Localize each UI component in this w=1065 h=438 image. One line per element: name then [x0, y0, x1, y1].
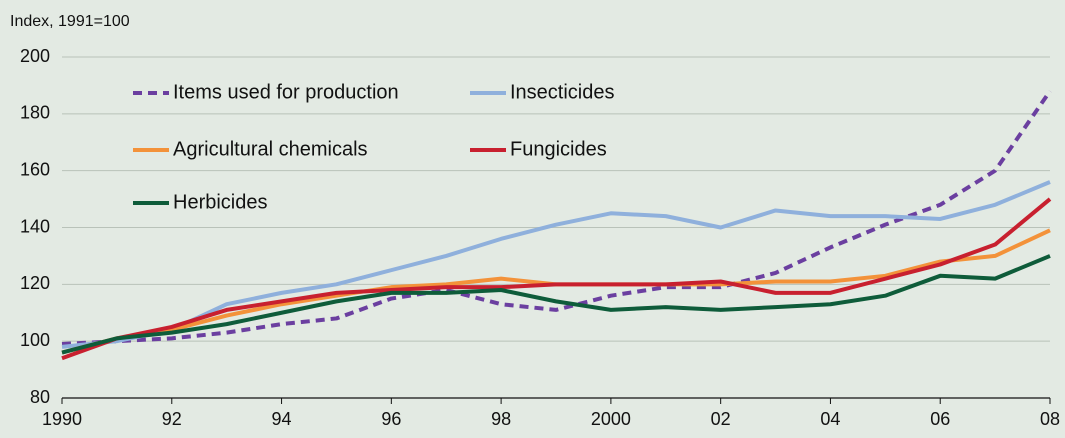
- series-line: [61, 254, 1051, 355]
- legend-label: Herbicides: [173, 191, 267, 213]
- series-line: [61, 180, 1051, 349]
- series-line: [61, 89, 1052, 347]
- y-tick-label: 180: [20, 103, 50, 123]
- x-tick-label: 2000: [591, 409, 631, 429]
- x-tick-label: 96: [381, 409, 401, 429]
- x-tick-label: 06: [930, 409, 950, 429]
- x-tick-label: 94: [272, 409, 292, 429]
- series-line: [61, 197, 1052, 361]
- y-tick-label: 120: [20, 273, 50, 293]
- y-tick-label: 100: [20, 330, 50, 350]
- y-tick-label: 80: [30, 387, 50, 407]
- x-tick-label: 02: [711, 409, 731, 429]
- y-axis-label: Index, 1991=100: [10, 13, 130, 30]
- y-tick-label: 140: [20, 216, 50, 236]
- x-tick-label: 1990: [42, 409, 82, 429]
- x-tick-label: 04: [820, 409, 840, 429]
- legend-label: Insecticides: [510, 81, 615, 103]
- x-tick-label: 08: [1040, 409, 1060, 429]
- x-tick-label: 92: [162, 409, 182, 429]
- legend-label: Items used for production: [173, 81, 399, 103]
- y-tick-label: 160: [20, 159, 50, 179]
- y-tick-label: 200: [20, 46, 50, 66]
- legend-label: Agricultural chemicals: [173, 138, 368, 160]
- x-tick-label: 98: [491, 409, 511, 429]
- legend-label: Fungicides: [510, 138, 607, 160]
